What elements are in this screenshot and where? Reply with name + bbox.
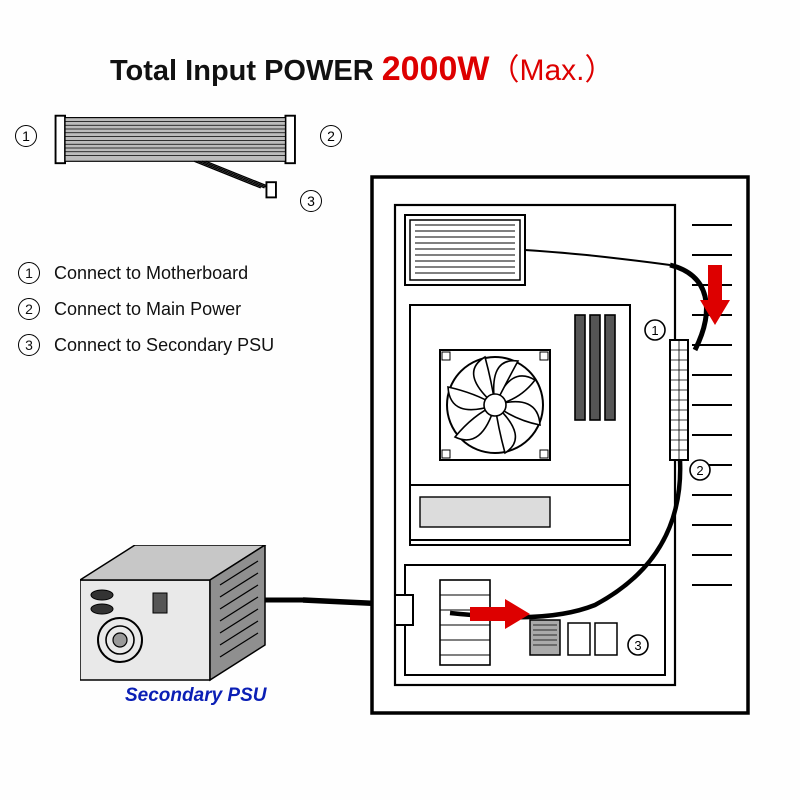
svg-text:2: 2 [696,463,703,478]
legend-row-1: 1 Connect to Motherboard [18,255,274,291]
title-part3: （Max.） [489,54,614,87]
secondary-psu [80,545,305,685]
page-title: Total Input POWER 2000W（Max.） [110,45,614,89]
legend-row-3: 3 Connect to Secondary PSU [18,327,274,363]
marker-3: 3 [300,190,322,212]
secondary-psu-label: Secondary PSU [125,685,267,707]
marker-1: 1 [15,125,37,147]
legend-num-2: 2 [18,298,40,320]
marker-2: 2 [320,125,342,147]
legend-row-2: 2 Connect to Main Power [18,291,274,327]
ribbon-cable-diagram [35,110,325,205]
title-part1: Total Input POWER [110,55,382,87]
title-part2: 2000W [382,50,490,88]
legend-text-2: Connect to Main Power [54,291,241,327]
legend-text-1: Connect to Motherboard [54,255,248,291]
svg-text:3: 3 [634,638,641,653]
legend-text-3: Connect to Secondary PSU [54,327,274,363]
computer-case: 1 2 3 [370,175,750,715]
svg-text:1: 1 [651,323,658,338]
legend-num-3: 3 [18,334,40,356]
legend: 1 Connect to Motherboard 2 Connect to Ma… [18,255,274,363]
legend-num-1: 1 [18,262,40,284]
